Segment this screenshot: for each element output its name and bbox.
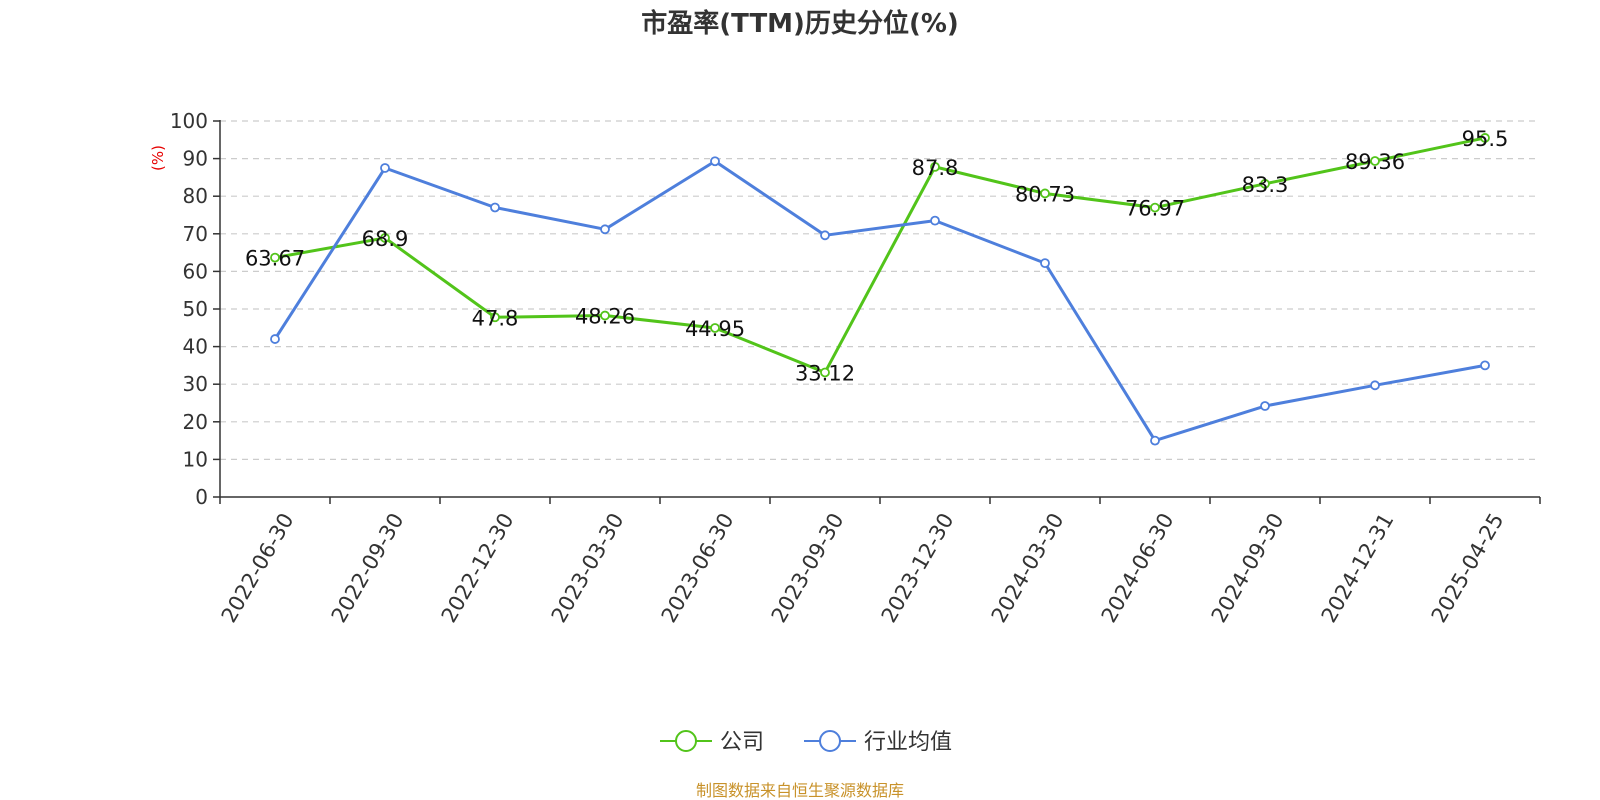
x-tick-label: 2025-04-25: [1427, 509, 1509, 627]
data-point: [710, 323, 720, 333]
series-layer: [270, 133, 1490, 446]
y-tick-label: 100: [170, 109, 208, 133]
legend-marker-icon: [819, 730, 841, 752]
data-label: 68.9: [362, 227, 409, 251]
x-tick-label: 2023-09-30: [767, 509, 849, 627]
data-point: [600, 224, 610, 235]
data-point: [380, 233, 390, 243]
legend-marker-icon: [675, 730, 697, 752]
data-label: 44.95: [685, 317, 745, 341]
data-point: [380, 163, 390, 173]
data-label: 87.8: [912, 156, 959, 180]
data-label: 48.26: [575, 305, 635, 329]
data-point: [1370, 156, 1380, 166]
data-point: [490, 202, 500, 213]
data-label: 47.8: [472, 306, 519, 330]
data-point: [1150, 435, 1160, 446]
x-tick-label: 2024-06-30: [1097, 509, 1179, 627]
data-point: [710, 156, 720, 167]
data-label: 76.97: [1125, 197, 1185, 221]
legend-item[interactable]: 行业均值: [804, 730, 952, 755]
data-point: [270, 252, 280, 263]
y-tick-label: 30: [183, 372, 208, 396]
data-point: [1480, 133, 1490, 143]
y-tick-label: 20: [183, 410, 208, 434]
data-point: [1040, 258, 1050, 269]
data-point: [270, 334, 280, 344]
x-tick-label: 2024-09-30: [1207, 509, 1289, 627]
data-point: [1480, 360, 1490, 371]
x-tick-label: 2022-06-30: [217, 509, 299, 627]
y-tick-label: 80: [183, 184, 208, 208]
grid-lines: [220, 120, 1540, 460]
y-tick-label: 90: [183, 147, 208, 171]
x-tick-label: 2023-06-30: [657, 509, 739, 627]
data-label: 89.36: [1345, 150, 1405, 174]
data-point: [820, 230, 830, 241]
series-line-1: [273, 159, 1486, 443]
data-label: 63.67: [245, 247, 305, 271]
data-point: [1260, 401, 1270, 411]
data-point: [1370, 380, 1380, 391]
legend[interactable]: 公司 行业均值: [660, 730, 952, 755]
data-point: [1150, 202, 1160, 213]
x-tick-label: 2024-03-30: [987, 509, 1069, 627]
x-tick-label: 2022-09-30: [327, 509, 409, 627]
data-point: [490, 312, 500, 323]
x-tick-label: 2023-03-30: [547, 509, 629, 627]
source-note: 制图数据来自恒生聚源数据库: [696, 781, 904, 800]
data-point: [1040, 188, 1050, 199]
y-axis-unit-label: (%): [149, 145, 167, 171]
data-point: [820, 367, 830, 378]
legend-label: 行业均值: [864, 730, 952, 755]
legend-item[interactable]: 公司: [660, 730, 764, 755]
chart-title: 市盈率(TTM)历史分位(%): [641, 8, 959, 39]
data-point: [600, 310, 610, 321]
data-label: 95.5: [1462, 127, 1509, 151]
data-point: [930, 161, 940, 172]
x-tick-label: 2022-12-30: [437, 509, 519, 627]
x-tick-label: 2024-12-31: [1317, 509, 1399, 627]
series-line-0: [274, 136, 1486, 374]
legend-label: 公司: [720, 730, 764, 755]
data-point: [930, 215, 940, 226]
x-tick-label: 2023-12-30: [877, 509, 959, 627]
data-label: 33.12: [795, 361, 855, 385]
y-tick-label: 50: [183, 297, 208, 321]
data-label: 80.73: [1015, 182, 1075, 206]
data-point: [1260, 178, 1270, 189]
y-tick-label: 40: [183, 335, 208, 359]
data-label: 83.3: [1242, 173, 1289, 197]
y-tick-label: 0: [195, 485, 208, 509]
y-tick-label: 60: [183, 259, 208, 283]
data-labels: 63.67 68.9 47.8 48.26 44.95 33.12 87.8 80.73 76.…: [245, 127, 1508, 386]
y-tick-label: 10: [183, 447, 208, 471]
y-tick-label: 70: [183, 222, 208, 246]
